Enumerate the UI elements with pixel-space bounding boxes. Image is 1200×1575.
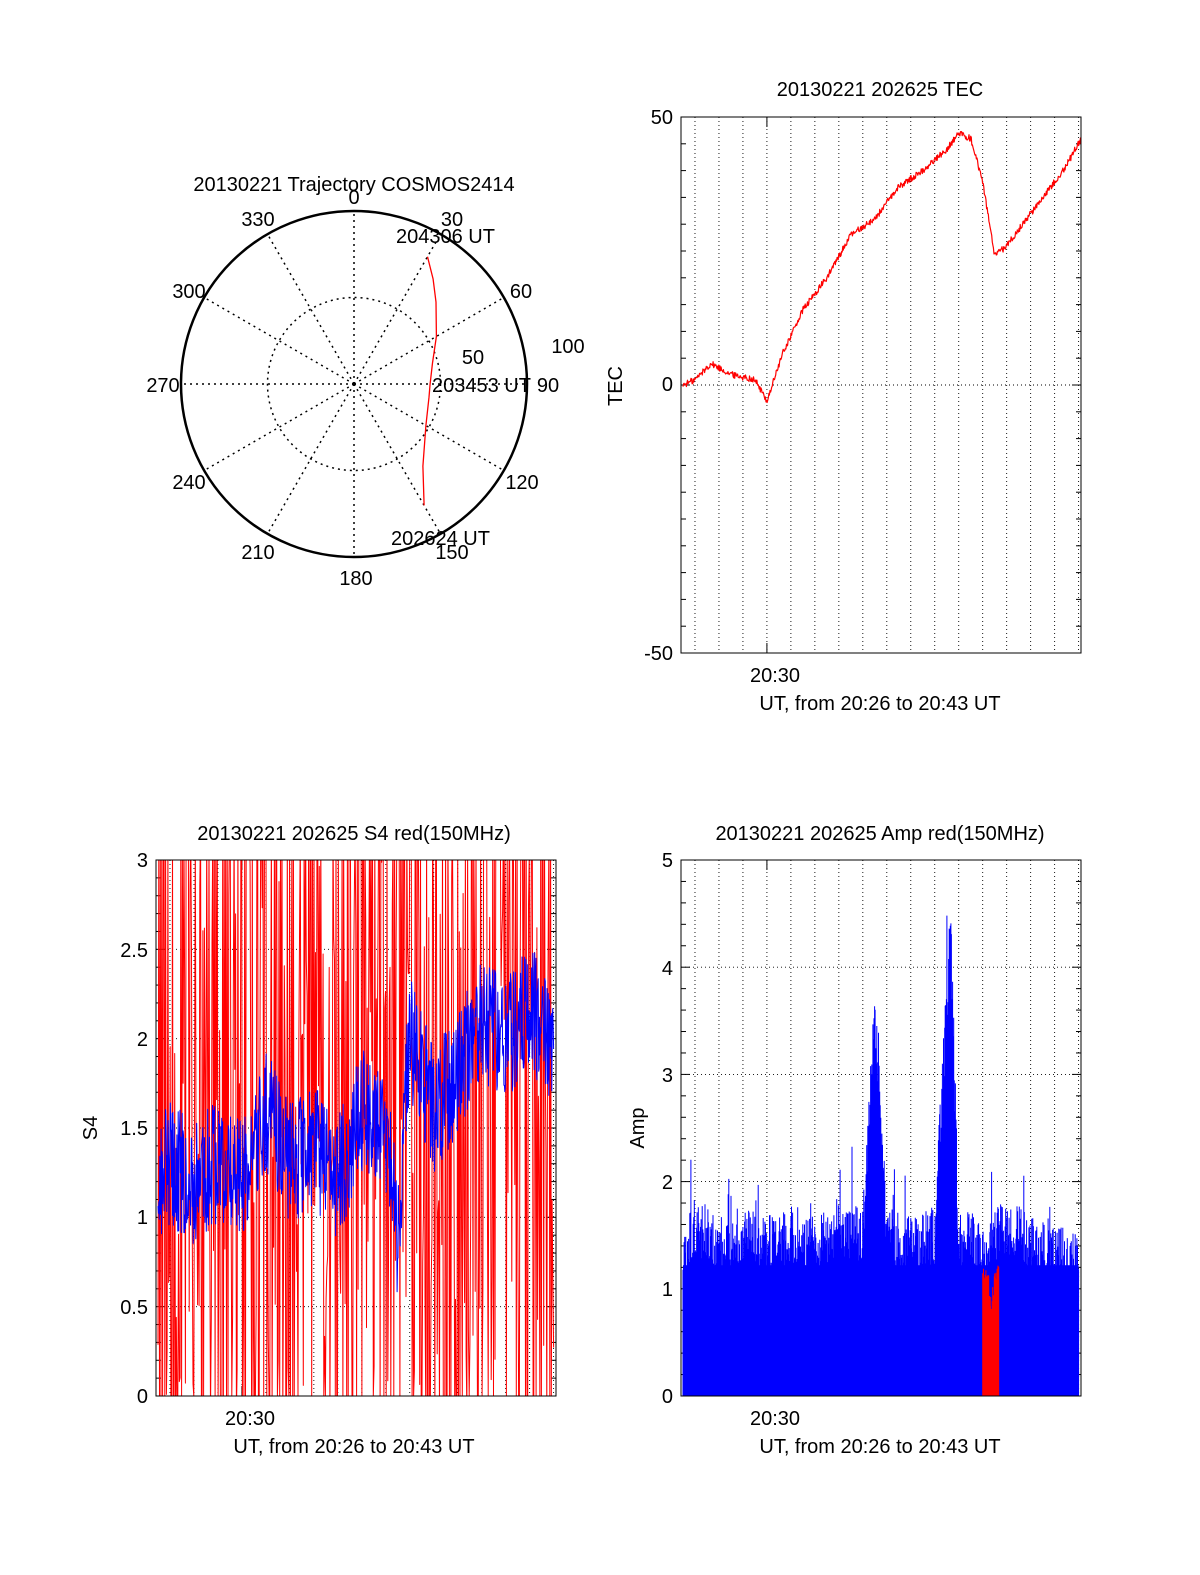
s4-ytick-1-5: 1.5 — [120, 1118, 148, 1140]
amp-ylabel: Amp — [627, 1107, 649, 1148]
polar-spoke-150 — [353, 383, 442, 535]
s4-ytick-1: 1 — [137, 1207, 148, 1229]
polar-inner-circle — [266, 296, 442, 472]
polar-grid — [179, 209, 529, 559]
tec-ylabel: TEC — [605, 366, 627, 406]
s4-ytick-0-5: 0.5 — [120, 1297, 148, 1319]
polar-spokes — [181, 211, 527, 557]
trajectory-path-group — [422, 256, 438, 506]
amp-title: 20130221 202625 Amp red(150MHz) — [715, 823, 1044, 845]
amp-series-line — [682, 915, 1080, 1396]
s4-title: 20130221 202625 S4 red(150MHz) — [197, 823, 511, 845]
polar-spoke-240 — [203, 383, 355, 472]
annotation-end-time: 204306 UT — [396, 226, 495, 248]
polar-outer-circle — [179, 209, 529, 559]
amp-ytick-2: 2 — [662, 1172, 673, 1194]
polar-spoke-30 — [353, 233, 442, 385]
polar-spoke-330 — [266, 233, 355, 385]
s4-panel: 20130221 202625 S4 red(150MHz) 3 2.5 2 1… — [80, 823, 557, 1458]
angle-label-330: 330 — [241, 209, 274, 231]
s4-ylabel: S4 — [80, 1116, 102, 1140]
tec-ytick-minus50: -50 — [644, 643, 673, 665]
amp-ytick-4: 4 — [662, 958, 673, 980]
angle-label-120: 120 — [505, 472, 538, 494]
annotation-start-time: 202624 UT — [391, 528, 490, 550]
angle-label-180: 180 — [339, 568, 372, 590]
s4-ytick-2: 2 — [137, 1029, 148, 1051]
amp-series-clip — [682, 915, 1080, 1396]
amp-xlabel: UT, from 20:26 to 20:43 UT — [759, 1436, 1000, 1458]
trajectory-line — [422, 256, 438, 506]
polar-spoke-300 — [203, 296, 355, 385]
tec-title: 20130221 202625 TEC — [777, 79, 983, 101]
s4-xlabel: UT, from 20:26 to 20:43 UT — [233, 1436, 474, 1458]
angle-label-240: 240 — [172, 472, 205, 494]
angle-label-30: 30 — [441, 209, 463, 231]
s4-ytick-2-5: 2.5 — [120, 940, 148, 962]
amp-ytick-0: 0 — [662, 1386, 673, 1408]
amp-ytick-1: 1 — [662, 1279, 673, 1301]
tec-xtick-2030: 20:30 — [750, 665, 800, 687]
tec-xlabel: UT, from 20:26 to 20:43 UT — [759, 693, 1000, 715]
amp-panel: 20130221 202625 Amp red(150MHz) 5 4 3 2 … — [627, 823, 1082, 1458]
angle-label-150: 150 — [435, 542, 468, 564]
angle-label-270: 270 — [146, 375, 179, 397]
annotation-mid-time: 203453 UT — [432, 375, 531, 397]
s4-series — [157, 860, 555, 1396]
radius-label-100: 100 — [551, 336, 584, 358]
trajectory-panel: 20130221 Trajectory COSMOS2414 0 30 60 9… — [146, 174, 584, 590]
trajectory-title: 20130221 Trajectory COSMOS2414 — [193, 174, 514, 196]
s4-ytick-0: 0 — [137, 1386, 148, 1408]
s4-plot-frame — [155, 859, 557, 1397]
tec-panel: 20130221 202625 TEC 50 0 -50 20:30 UT, f… — [605, 79, 1082, 715]
amp-plot-frame — [680, 859, 1082, 1397]
tec-series-line — [682, 131, 1081, 404]
amp-xtick-2030: 20:30 — [750, 1408, 800, 1430]
amp-series-line — [982, 1265, 1000, 1396]
amp-ytick-5: 5 — [662, 850, 673, 872]
polar-spoke-120 — [353, 383, 505, 472]
s4-series-line — [157, 952, 555, 1293]
angle-label-0: 0 — [348, 187, 359, 209]
polar-spoke-210 — [266, 383, 355, 535]
tec-plot-frame — [680, 116, 1082, 654]
amp-ytick-3: 3 — [662, 1065, 673, 1087]
tec-ytick-0: 0 — [662, 374, 673, 396]
angle-label-300: 300 — [172, 281, 205, 303]
s4-ytick-3: 3 — [137, 850, 148, 872]
polar-angle-labels: 0 30 60 90 120 150 180 210 240 270 300 3… — [146, 187, 584, 590]
amp-series — [682, 915, 1080, 1396]
polar-spoke-60 — [353, 296, 505, 385]
radius-label-50: 50 — [462, 347, 484, 369]
s4-xtick-2030: 20:30 — [225, 1408, 275, 1430]
angle-label-90: 90 — [537, 375, 559, 397]
angle-label-60: 60 — [510, 281, 532, 303]
s4-series-line — [157, 860, 555, 1396]
tec-ytick-50: 50 — [651, 107, 673, 129]
s4-series-clip — [157, 860, 555, 1396]
angle-label-210: 210 — [241, 542, 274, 564]
tec-grid — [681, 117, 1081, 653]
